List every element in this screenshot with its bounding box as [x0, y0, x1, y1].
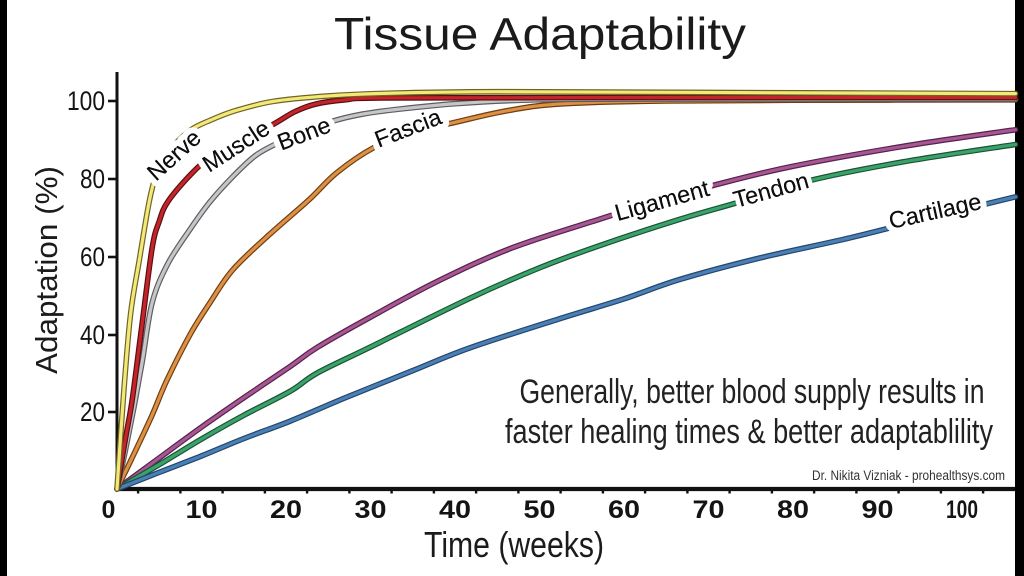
svg-text:faster healing times & better: faster healing times & better adaptablil…	[505, 413, 993, 451]
svg-text:100: 100	[67, 86, 105, 116]
svg-text:Time (weeks): Time (weeks)	[424, 524, 604, 565]
svg-text:80: 80	[777, 496, 809, 524]
svg-text:50: 50	[524, 496, 556, 524]
svg-text:20: 20	[270, 496, 302, 524]
svg-text:20: 20	[80, 397, 105, 427]
svg-text:90: 90	[862, 496, 894, 524]
svg-text:Adaptation (%): Adaptation (%)	[29, 166, 64, 374]
svg-text:60: 60	[608, 496, 640, 524]
svg-text:40: 40	[80, 320, 105, 350]
svg-text:Dr. Nikita Vizniak - prohealth: Dr. Nikita Vizniak - prohealthsys.com	[812, 468, 1005, 483]
svg-text:0: 0	[102, 496, 116, 524]
svg-text:30: 30	[355, 496, 387, 524]
svg-text:80: 80	[80, 164, 105, 194]
svg-text:40: 40	[439, 496, 471, 524]
svg-text:70: 70	[693, 496, 725, 524]
svg-text:Generally, better blood supply: Generally, better blood supply results i…	[520, 373, 985, 411]
svg-text:100: 100	[946, 496, 978, 524]
svg-text:Tissue Adaptability: Tissue Adaptability	[334, 9, 746, 60]
svg-text:10: 10	[186, 496, 218, 524]
svg-text:60: 60	[80, 242, 105, 272]
